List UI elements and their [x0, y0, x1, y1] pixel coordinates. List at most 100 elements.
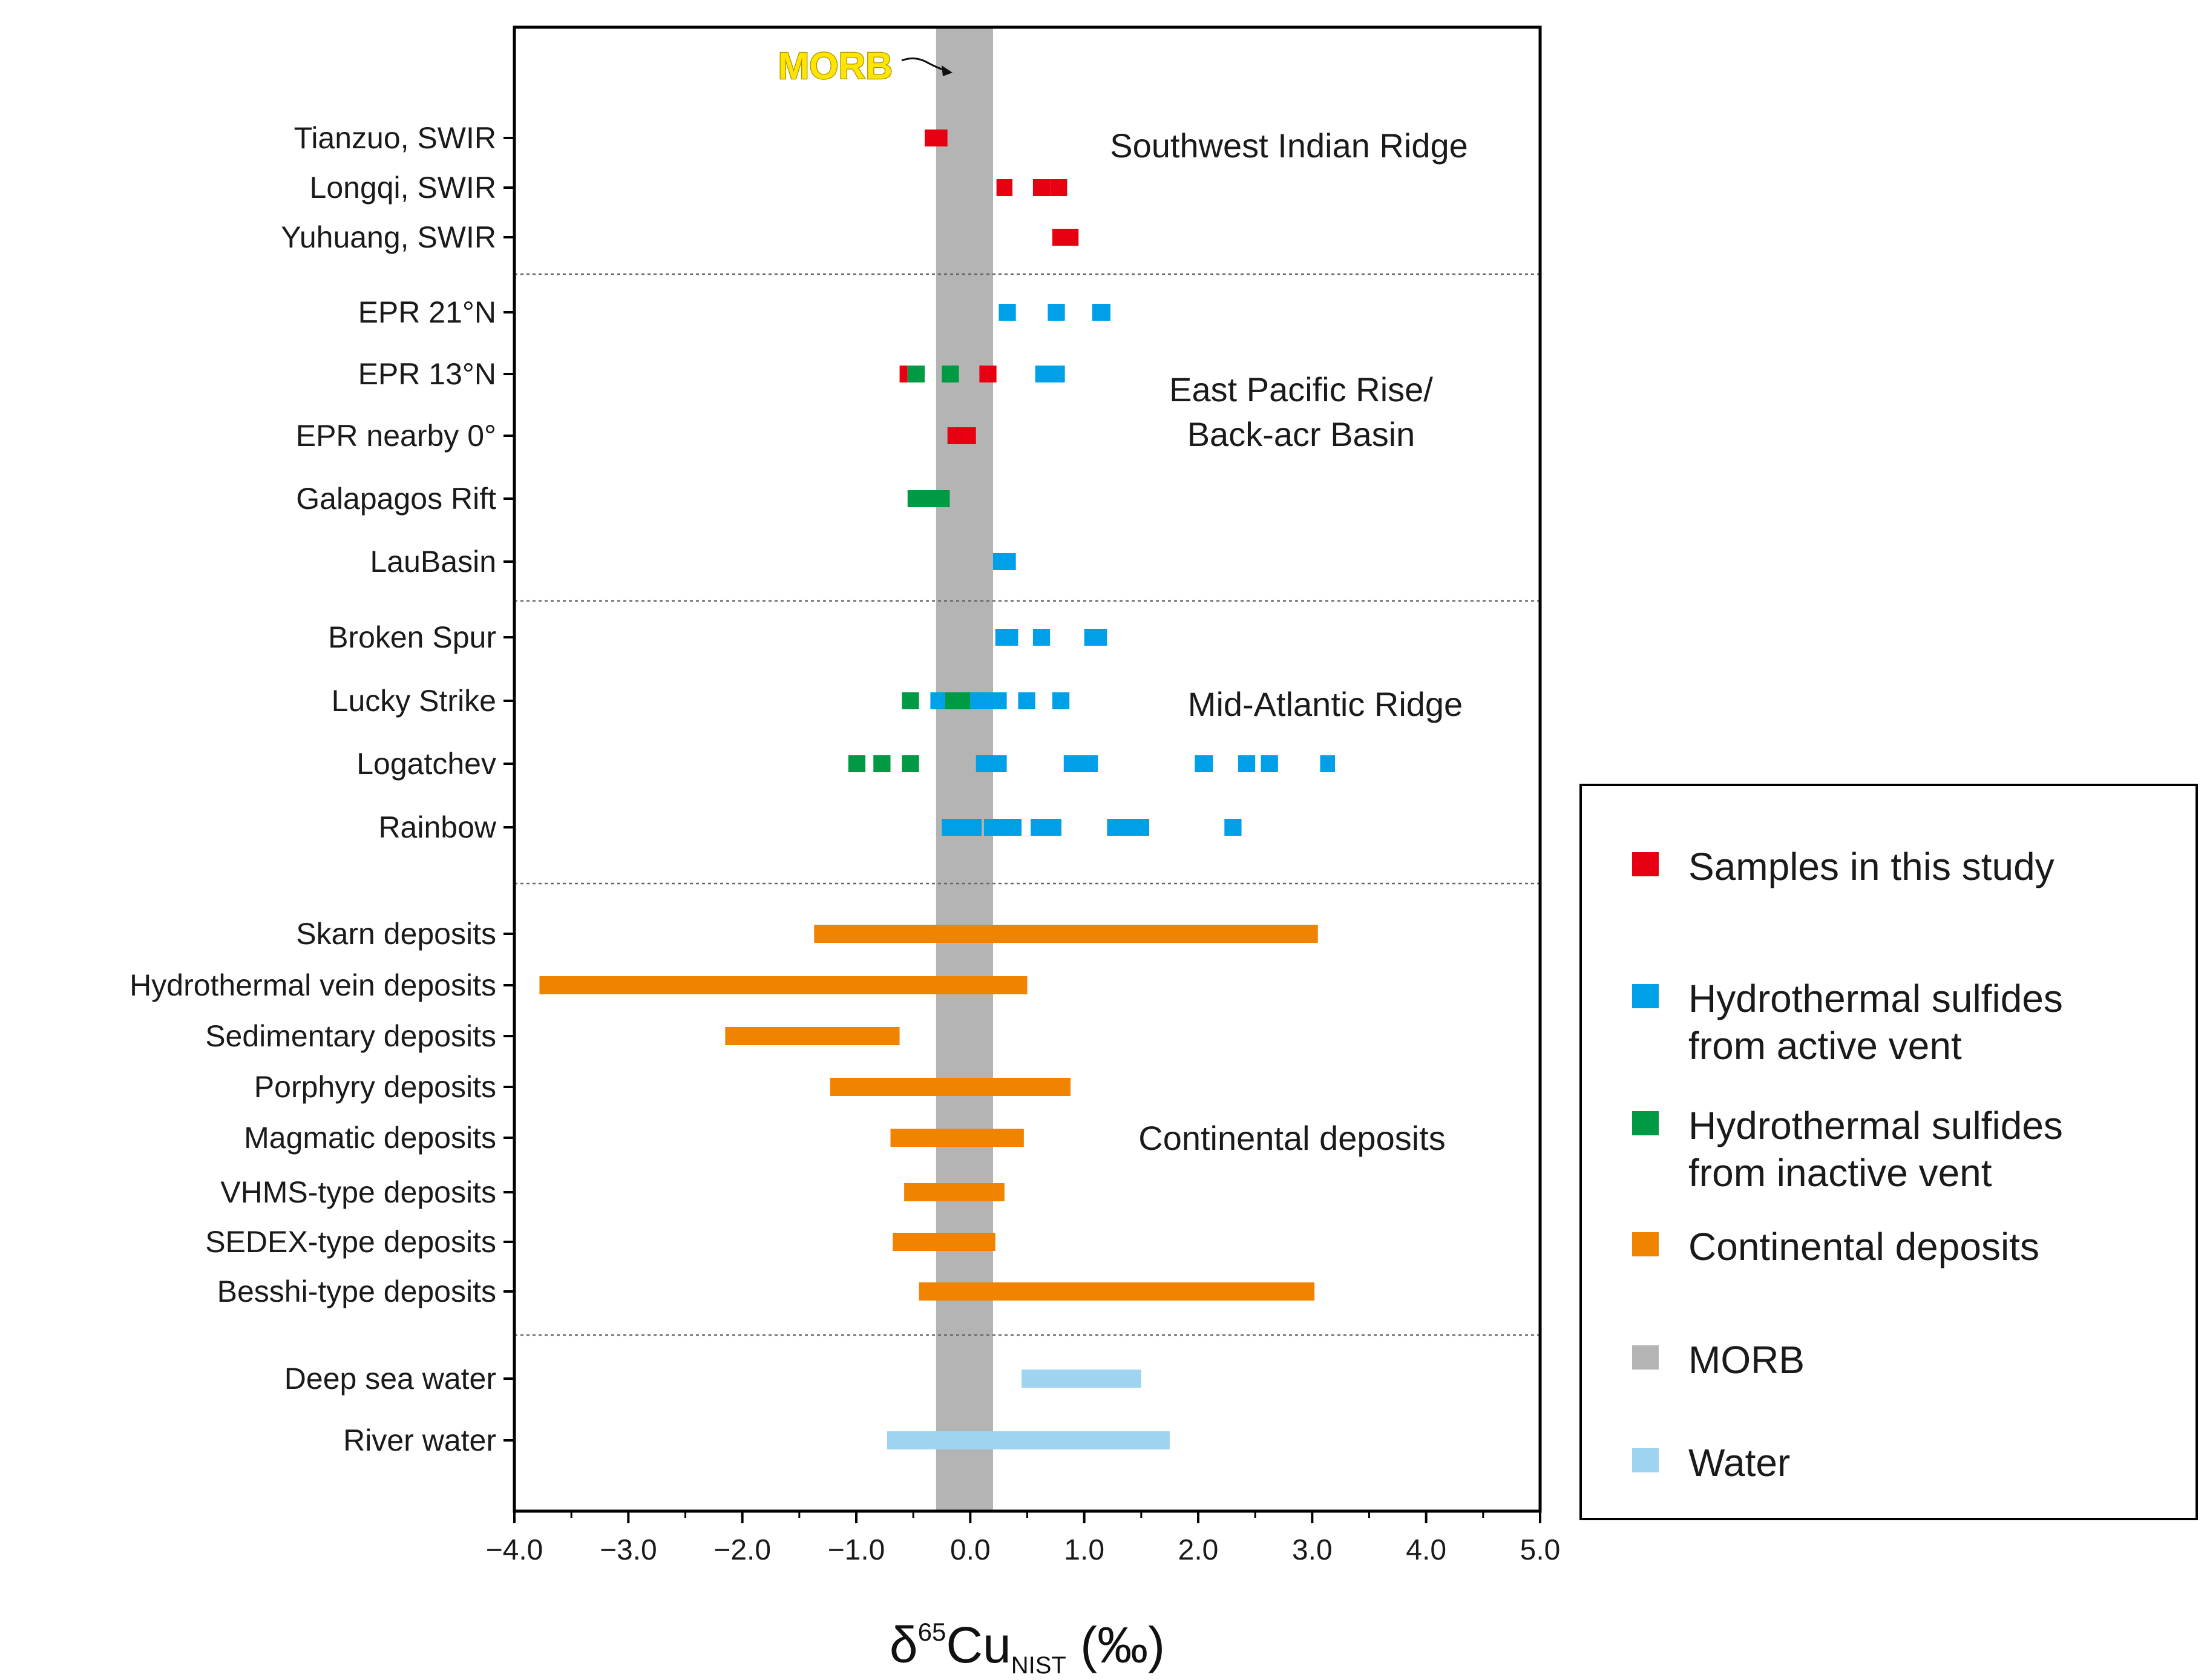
data-mark-active	[1031, 819, 1061, 836]
data-mark-continental	[904, 1183, 1005, 1201]
group-label: Mid-Atlantic Ridge	[1188, 685, 1463, 723]
legend-frame	[1579, 784, 2198, 1520]
data-mark-active	[987, 692, 1007, 709]
data-mark-active	[970, 692, 988, 709]
category-label: Yuhuang, SWIR	[281, 220, 496, 254]
data-mark-this-study	[1032, 179, 1051, 196]
x-tick-label: 3.0	[1292, 1534, 1333, 1566]
legend-label: from inactive vent	[1688, 1151, 1992, 1195]
data-mark-this-study	[899, 366, 908, 382]
category-label: Magmatic deposits	[244, 1121, 496, 1155]
data-mark-active	[930, 692, 945, 709]
data-mark-active	[983, 819, 1022, 836]
data-mark-water	[1022, 1370, 1141, 1388]
legend-swatch-this-study	[1632, 852, 1659, 876]
data-mark-active	[1195, 755, 1213, 772]
legend-swatch-active	[1632, 984, 1659, 1008]
legend-swatch-morb	[1632, 1345, 1659, 1370]
data-mark-inactive	[907, 490, 950, 507]
data-mark-active	[1261, 755, 1278, 772]
data-mark-active	[1238, 755, 1256, 772]
legend-label: Continental deposits	[1688, 1225, 2039, 1268]
x-tick-label: 5.0	[1520, 1534, 1561, 1566]
data-mark-continental	[830, 1078, 1071, 1096]
legend-swatch-inactive	[1632, 1111, 1659, 1135]
data-mark-inactive	[945, 692, 971, 709]
data-mark-continental	[890, 1129, 1024, 1147]
data-mark-inactive	[873, 755, 891, 772]
category-label: SEDEX-type deposits	[205, 1225, 496, 1259]
x-tick-label: −2.0	[713, 1534, 771, 1566]
data-mark-this-study	[996, 179, 1013, 196]
category-label: EPR nearby 0°	[296, 419, 496, 453]
category-label: Galapagos Rift	[296, 482, 496, 516]
category-label: EPR 21°N	[358, 295, 496, 329]
data-mark-continental	[539, 976, 1028, 994]
data-mark-active	[1035, 366, 1065, 382]
x-tick-label: 1.0	[1064, 1534, 1104, 1566]
legend-swatch-continental	[1632, 1232, 1659, 1256]
category-label: Rainbow	[378, 810, 496, 844]
data-mark-active	[1092, 304, 1110, 321]
x-tick-label: −3.0	[600, 1534, 657, 1566]
data-mark-continental	[919, 1282, 1315, 1301]
data-mark-inactive	[848, 755, 866, 772]
data-mark-active	[995, 629, 1018, 646]
category-label: River water	[343, 1423, 496, 1457]
data-mark-inactive	[907, 366, 925, 382]
morb-arrow-head	[942, 65, 953, 76]
data-mark-this-study	[925, 130, 948, 146]
category-label: Hydrothermal vein deposits	[130, 968, 496, 1002]
data-mark-continental	[814, 925, 1318, 943]
data-mark-inactive	[902, 755, 919, 772]
legend-label: Hydrothermal sulfides	[1688, 1104, 2063, 1147]
data-mark-this-study	[979, 366, 997, 382]
category-label: LauBasin	[370, 545, 497, 579]
data-mark-active	[1084, 629, 1107, 646]
legend: Samples in this study Hydrothermal sulfid…	[1579, 784, 2198, 1520]
x-axis-title: δ65CuNIST (‰)	[890, 1616, 1165, 1679]
data-mark-this-study	[1052, 229, 1079, 246]
legend-label: Hydrothermal sulfides	[1688, 977, 2063, 1020]
category-label: Lucky Strike	[332, 684, 496, 718]
data-mark-active	[1063, 755, 1098, 772]
legend-label: from active vent	[1688, 1024, 1962, 1068]
data-mark-active	[942, 819, 982, 836]
category-label: EPR 13°N	[358, 357, 496, 391]
legend-label: MORB	[1688, 1338, 1805, 1382]
category-label: Besshi-type deposits	[217, 1275, 496, 1308]
data-mark-inactive	[942, 366, 959, 382]
x-tick-label: 0.0	[950, 1534, 991, 1566]
data-mark-this-study	[1050, 179, 1067, 196]
data-mark-continental	[893, 1233, 995, 1251]
category-label: Skarn deposits	[296, 917, 496, 951]
data-mark-active	[1320, 755, 1335, 772]
data-mark-active	[1052, 692, 1070, 709]
x-tick-label: −1.0	[828, 1534, 885, 1566]
group-label: Back-acr Basin	[1187, 415, 1415, 453]
data-mark-this-study	[947, 427, 976, 444]
data-mark-active	[1032, 629, 1051, 646]
data-mark-water	[887, 1431, 1170, 1449]
group-label: East Pacific Rise/	[1169, 370, 1433, 409]
data-mark-continental	[725, 1027, 900, 1045]
category-label: Deep sea water	[284, 1362, 496, 1396]
data-mark-active	[1018, 692, 1035, 709]
data-mark-active	[993, 553, 1016, 570]
group-label: Continental deposits	[1138, 1119, 1445, 1157]
data-mark-active	[976, 755, 1007, 772]
plot-area: Tianzuo, SWIR Longqi, SWIR Yuhuang, SWIR So…	[130, 25, 1561, 1679]
data-mark-active	[1107, 819, 1150, 836]
x-tick-label: 2.0	[1178, 1534, 1219, 1566]
data-mark-inactive	[902, 692, 919, 709]
category-label: VHMS-type deposits	[220, 1175, 496, 1209]
category-label: Logatchev	[356, 747, 496, 781]
x-tick-label: 4.0	[1406, 1534, 1446, 1566]
x-tick-label: −4.0	[486, 1534, 543, 1566]
group-label: Southwest Indian Ridge	[1110, 126, 1468, 165]
morb-label: MORB	[778, 45, 893, 87]
data-mark-active	[1224, 819, 1242, 836]
data-mark-active	[999, 304, 1016, 321]
category-label: Tianzuo, SWIR	[294, 121, 496, 155]
